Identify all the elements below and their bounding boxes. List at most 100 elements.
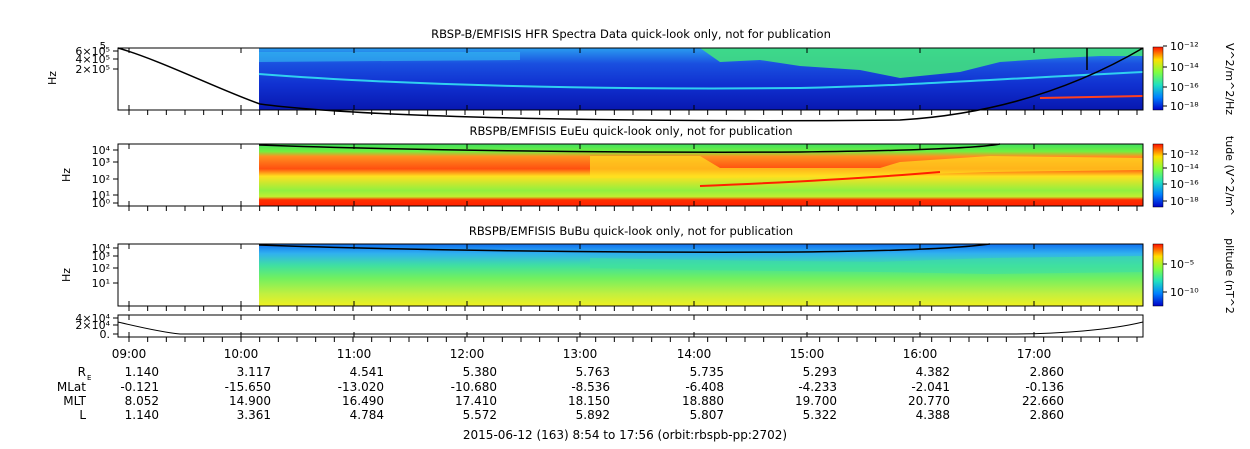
eueu-panel: RBSPB/EMFISIS EuEu quick-look only, not … (60, 124, 1236, 216)
eueu-ylabel: Hz (60, 168, 73, 182)
emfisis-quicklook-chart: RBSP-B/EMFISIS HFR Spectra Data quick-lo… (46, 27, 1236, 422)
bubu-y-tick-label: 10² (92, 262, 110, 275)
x-tick-label: 12:00 (450, 347, 485, 361)
line-panel-axes-frame (117, 314, 1144, 338)
ephemeris-value: -8.536 (571, 380, 610, 394)
ephemeris-value: 4.784 (350, 408, 384, 422)
eueu-chorus-band (590, 156, 1143, 178)
colorbar-tick-label: 10⁻¹² (1170, 148, 1199, 161)
bubu-colorbar-ticks: 10⁻⁵ 10⁻¹⁰ (1163, 258, 1199, 299)
hfr-upper-hiss (259, 52, 520, 62)
hfr-panel-title: RBSP-B/EMFISIS HFR Spectra Data quick-lo… (431, 27, 831, 41)
ephemeris-value: -4.233 (798, 380, 837, 394)
ephemeris-value: 4.382 (916, 365, 950, 379)
ephemeris-table: R 1.140 3.117 4.541 5.380 5.763 5.735 5.293 4.38… (57, 365, 1064, 422)
ephemeris-value: 20.770 (908, 394, 950, 408)
footer-time-range: 2015-06-12 (163) 8:54 to 17:56 (orbit:rb… (462, 428, 788, 442)
hfr-axes-frame (117, 47, 1144, 111)
ephemeris-value: 5.572 (463, 408, 497, 422)
ephemeris-value: 14.900 (229, 394, 271, 408)
ephemeris-value: 2.860 (1030, 408, 1064, 422)
ephemeris-value: 22.660 (1022, 394, 1064, 408)
hfr-panel: RBSP-B/EMFISIS HFR Spectra Data quick-lo… (46, 27, 1236, 122)
eueu-y-tick-label: 10¹ (92, 189, 110, 202)
colorbar-tick-label: 10⁻¹⁴ (1170, 61, 1199, 74)
ephemeris-value: -0.121 (120, 380, 159, 394)
bubu-panel-title: RBSPB/EMFISIS BuBu quick-look only, not … (469, 224, 793, 238)
ephemeris-value: 5.807 (690, 408, 724, 422)
hfr-colorbar-label: V^2/m^2/Hz (1223, 43, 1236, 115)
hfr-colorbar (1152, 46, 1164, 111)
hfr-y-tick-label: 6×10⁵ (75, 45, 110, 58)
ephemeris-value: 18.880 (682, 394, 724, 408)
ephemeris-row-label: R (78, 365, 86, 379)
x-tick-label: 17:00 (1017, 347, 1052, 361)
ephemeris-value: 3.117 (237, 365, 271, 379)
colorbar-tick-label: 10⁻⁵ (1170, 258, 1194, 271)
colorbar-tick-label: 10⁻¹⁸ (1170, 100, 1199, 113)
ephemeris-value: 4.388 (916, 408, 950, 422)
ephemeris-value: -2.041 (911, 380, 950, 394)
bubu-y-tick-label: 10⁴ (92, 242, 111, 255)
ephemeris-value: 5.735 (690, 365, 724, 379)
ephemeris-row-label: MLT (63, 394, 86, 408)
eueu-emission-line (699, 171, 941, 187)
x-tick-label: 09:00 (112, 347, 147, 361)
hfr-red-bands (1039, 95, 1144, 99)
hfr-density-trace (117, 47, 1144, 122)
bubu-ylabel: Hz (60, 268, 73, 282)
hfr-green-region (520, 48, 1143, 78)
x-tick-label: 11:00 (337, 347, 372, 361)
ephemeris-value: -0.136 (1025, 380, 1064, 394)
eueu-axes-frame (117, 143, 1144, 207)
eueu-colorbar (1152, 143, 1164, 208)
hfr-colorbar-ticks: 10⁻¹² 10⁻¹⁴ 10⁻¹⁶ 10⁻¹⁸ (1163, 40, 1199, 113)
ephemeris-r-subscript: E (87, 374, 91, 382)
ephemeris-value: -10.680 (451, 380, 497, 394)
ephemeris-value: 1.140 (125, 408, 159, 422)
bubu-axes-frame (117, 243, 1144, 307)
x-axis-ticks (128, 48, 1138, 342)
ephemeris-value: 4.541 (350, 365, 384, 379)
eueu-panel-title: RBSPB/EMFISIS EuEu quick-look only, not … (469, 124, 792, 138)
eueu-cyclotron-trace (258, 143, 1001, 153)
ephemeris-value: 16.490 (342, 394, 384, 408)
colorbar-tick-label: 10⁻¹⁸ (1170, 195, 1199, 208)
bubu-y-tick-label: 10³ (92, 250, 110, 263)
bubu-cyclotron-trace (258, 243, 991, 253)
ephemeris-value: 5.763 (576, 365, 610, 379)
x-tick-label: 15:00 (790, 347, 825, 361)
bubu-colorbar (1152, 243, 1164, 307)
ephemeris-value: 1.140 (125, 365, 159, 379)
ephemeris-value: 5.892 (576, 408, 610, 422)
hfr-y-tick-label: 2×10⁵ (75, 63, 110, 76)
ephemeris-value: 3.361 (237, 408, 271, 422)
ephemeris-value: 17.410 (455, 394, 497, 408)
hfr-y-tick-label: 4×10⁵ (75, 53, 110, 66)
ephemeris-value: 18.150 (568, 394, 610, 408)
ephemeris-value: -15.650 (225, 380, 271, 394)
ephemeris-value: -13.020 (338, 380, 384, 394)
colorbar-tick-label: 10⁻¹⁶ (1170, 81, 1199, 94)
line-y-tick-label: 4×10⁴ (75, 312, 110, 325)
hfr-y-top-label: 5 (100, 41, 106, 52)
x-tick-label: 13:00 (563, 347, 598, 361)
bubu-y-tick-label: 10¹ (92, 277, 110, 290)
line-y-tick-label: 2×10⁴ (75, 319, 110, 332)
x-axis-tick-labels: 09:00 10:00 11:00 12:00 13:00 14:00 15:00 16:00… (112, 347, 1052, 361)
ephemeris-row-label: L (79, 408, 86, 422)
eueu-y-tick-label: 10³ (92, 156, 110, 169)
ephemeris-value: -6.408 (685, 380, 724, 394)
ephemeris-value: 5.380 (463, 365, 497, 379)
ephemeris-value: 19.700 (795, 394, 837, 408)
eueu-y-tick-label: 10⁴ (92, 144, 111, 157)
ephemeris-value: 5.293 (803, 365, 837, 379)
bubu-colorbar-label: plitude (nT^2 (1223, 238, 1236, 314)
x-tick-label: 16:00 (903, 347, 938, 361)
line-panel-trace (117, 321, 1144, 335)
